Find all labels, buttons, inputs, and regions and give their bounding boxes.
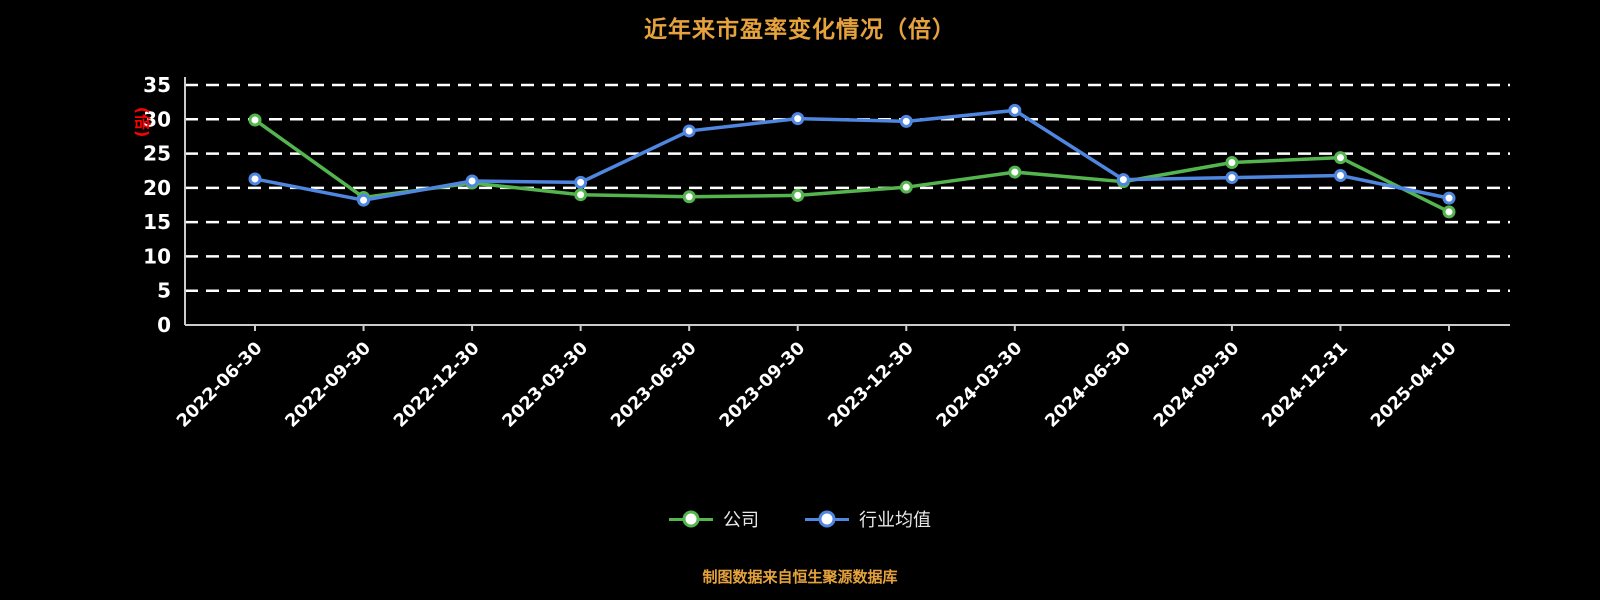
y-tick-label-30: 30 [143, 107, 171, 131]
data-point-company [1008, 165, 1022, 179]
data-point-industry-average [1333, 169, 1347, 183]
legend-marker-company [669, 510, 713, 528]
data-point-company [899, 180, 913, 194]
data-point-industry-average [248, 172, 262, 186]
x-tick-label-2024-06-30: 2024-06-30 [1042, 338, 1135, 431]
data-point-company [1333, 151, 1347, 165]
legend-label-company: 公司 [723, 510, 759, 531]
data-point-industry-average [357, 193, 371, 207]
data-point-company [1225, 155, 1239, 169]
legend-label-industry-average: 行业均值 [859, 510, 931, 531]
y-tick-label-35: 35 [143, 73, 171, 97]
x-tick-label-2025-04-10: 2025-04-10 [1367, 338, 1460, 431]
x-tick-label-2022-12-30: 2022-12-30 [390, 338, 483, 431]
data-point-company [574, 188, 588, 202]
data-point-industry-average [574, 175, 588, 189]
data-point-industry-average [1225, 171, 1239, 185]
x-tick-label-2023-03-30: 2023-03-30 [499, 338, 592, 431]
data-point-industry-average [1116, 173, 1130, 187]
data-point-company [791, 188, 805, 202]
x-tick-label-2024-09-30: 2024-09-30 [1150, 338, 1243, 431]
data-point-company [682, 190, 696, 204]
y-tick-label-20: 20 [143, 176, 171, 200]
data-point-industry-average [465, 174, 479, 188]
y-tick-label-10: 10 [143, 244, 171, 268]
data-source-note: 制图数据来自恒生聚源数据库 [702, 568, 898, 586]
series-line-industry-average [253, 108, 1451, 202]
data-point-industry-average [1442, 191, 1456, 205]
data-point-company [248, 113, 262, 127]
y-tick-label-25: 25 [143, 142, 171, 166]
data-point-industry-average [1008, 103, 1022, 117]
x-tick-label-2023-12-30: 2023-12-30 [825, 338, 918, 431]
data-point-company [1442, 205, 1456, 219]
x-tick-label-2022-06-30: 2022-06-30 [173, 338, 266, 431]
x-tick-label-2024-03-30: 2024-03-30 [933, 338, 1026, 431]
y-tick-label-5: 5 [157, 279, 171, 303]
x-tick-label-2024-12-31: 2024-12-31 [1259, 338, 1352, 431]
x-tick-label-2023-09-30: 2023-09-30 [716, 338, 809, 431]
y-axis-title: (倍) [133, 107, 152, 138]
legend-marker-industry-average [805, 510, 849, 528]
data-point-industry-average [899, 114, 913, 128]
legend-item-industry-average[interactable]: 行业均值 [805, 506, 931, 532]
y-tick-label-0: 0 [157, 313, 171, 337]
data-point-industry-average [791, 112, 805, 126]
y-tick-label-15: 15 [143, 210, 171, 234]
data-point-industry-average [682, 124, 696, 138]
legend-item-company[interactable]: 公司 [669, 506, 759, 532]
chart-title: 近年来市盈率变化情况（倍） [644, 17, 956, 43]
chart-legend: 公司 行业均值 [0, 506, 1600, 532]
series-line-company [253, 118, 1451, 214]
x-tick-label-2023-06-30: 2023-06-30 [607, 338, 700, 431]
x-tick-label-2022-09-30: 2022-09-30 [282, 338, 375, 431]
